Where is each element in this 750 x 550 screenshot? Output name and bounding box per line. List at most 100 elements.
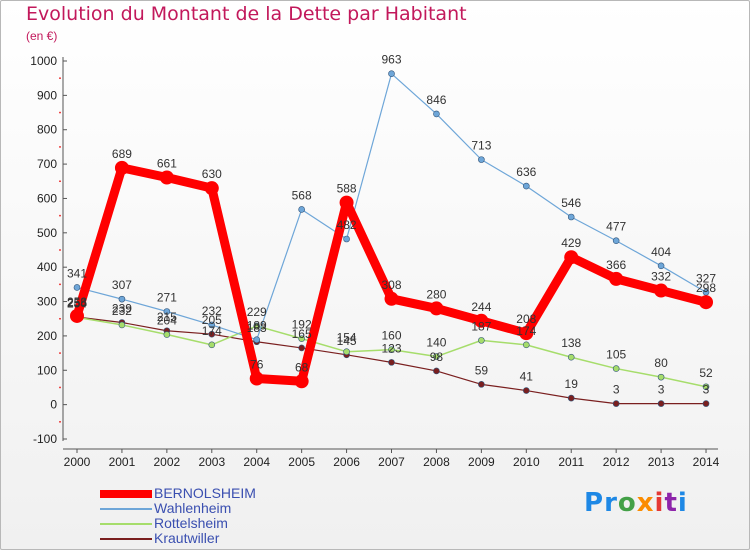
data-point xyxy=(433,367,440,375)
data-point xyxy=(699,295,714,310)
y-tick-label: 1000 xyxy=(30,54,57,68)
data-label: 192 xyxy=(292,318,312,332)
data-point xyxy=(253,322,261,330)
brand-letter: i xyxy=(654,488,665,518)
legend-swatch xyxy=(100,523,152,525)
brand-letter: P xyxy=(584,488,605,518)
brand-logo: Proxiti xyxy=(584,488,688,518)
data-point xyxy=(208,321,216,329)
data-point xyxy=(208,341,216,349)
x-tick-label: 2008 xyxy=(423,455,450,469)
data-label: 271 xyxy=(157,291,177,305)
chart-unit: (en €) xyxy=(26,29,58,43)
data-label: 154 xyxy=(337,331,357,345)
y-tick-label: 900 xyxy=(37,88,57,102)
data-point xyxy=(433,353,440,360)
data-point xyxy=(657,400,665,407)
data-point xyxy=(118,321,126,329)
x-tick-label: 2009 xyxy=(468,455,495,469)
data-label: 3 xyxy=(658,383,665,397)
data-point xyxy=(388,70,395,78)
data-label: 68 xyxy=(295,360,309,374)
y-tick-label: 500 xyxy=(37,226,57,240)
data-point xyxy=(478,337,485,344)
data-point xyxy=(343,348,350,356)
data-point xyxy=(702,400,710,407)
data-point xyxy=(118,295,126,303)
data-point xyxy=(384,291,399,306)
data-label: 366 xyxy=(606,258,626,272)
data-point xyxy=(478,156,485,163)
data-point xyxy=(612,400,620,407)
data-label: 298 xyxy=(696,281,716,295)
data-point xyxy=(70,308,84,323)
data-label: 636 xyxy=(516,165,536,179)
data-point xyxy=(343,235,350,243)
data-label: 76 xyxy=(250,358,264,372)
data-label: 482 xyxy=(337,218,357,232)
x-tick-label: 2011 xyxy=(558,455,584,469)
data-label: 215 xyxy=(157,310,177,324)
data-point xyxy=(298,206,305,213)
x-tick-label: 2004 xyxy=(243,455,270,469)
brand-letter: o xyxy=(617,488,637,518)
legend-label: Rottelsheim xyxy=(154,515,228,531)
data-label: 41 xyxy=(520,370,534,384)
y-tick-label: 600 xyxy=(37,191,57,205)
data-point xyxy=(388,346,395,353)
data-point xyxy=(612,365,620,372)
data-point xyxy=(159,170,174,185)
data-label: 189 xyxy=(247,319,267,333)
data-point xyxy=(657,262,665,270)
data-label: 244 xyxy=(471,300,491,314)
data-label: 204 xyxy=(157,314,177,328)
y-tick-label: 700 xyxy=(37,157,57,171)
x-tick-label: 2002 xyxy=(154,455,181,469)
data-label: 145 xyxy=(337,334,357,348)
brand-letter: r xyxy=(604,488,618,518)
data-label: 59 xyxy=(475,363,489,377)
data-label: 174 xyxy=(202,324,222,338)
data-point xyxy=(567,353,575,361)
data-point xyxy=(564,250,579,265)
data-point xyxy=(339,195,354,210)
data-point xyxy=(522,387,530,394)
data-point xyxy=(657,373,665,381)
data-label: 140 xyxy=(426,336,446,350)
data-label: 183 xyxy=(247,321,267,335)
data-label: 477 xyxy=(606,220,626,234)
y-tick-label: 300 xyxy=(37,295,57,309)
data-point xyxy=(433,110,440,118)
data-label: 205 xyxy=(202,313,222,327)
legend-label: Wahlenheim xyxy=(154,500,232,516)
y-tick-label: 200 xyxy=(37,329,57,343)
x-tick-label: 2012 xyxy=(603,455,630,469)
data-label: 846 xyxy=(426,93,446,107)
legend-swatch xyxy=(100,538,152,540)
data-point xyxy=(388,359,395,366)
data-point xyxy=(654,283,669,298)
data-label: 105 xyxy=(606,348,626,362)
data-point xyxy=(474,313,489,328)
data-point xyxy=(204,181,219,196)
data-label: 232 xyxy=(202,304,222,318)
x-tick-label: 2006 xyxy=(333,455,360,469)
data-label: 174 xyxy=(516,324,536,338)
line-chart: -100 0 100 200 300 400 500 600 700 800 900 1000 2000… xyxy=(30,53,719,469)
brand-letter: i xyxy=(677,488,688,518)
y-tick-label: 100 xyxy=(37,363,57,377)
y-tick-label: -100 xyxy=(33,432,57,446)
data-point xyxy=(522,182,530,190)
data-label: 332 xyxy=(651,270,671,284)
data-label: 963 xyxy=(381,53,401,67)
data-label: 229 xyxy=(247,305,267,319)
data-label: 429 xyxy=(561,236,581,250)
data-label: 255 xyxy=(67,296,87,310)
data-label: 404 xyxy=(651,245,671,259)
y-tick-label: 800 xyxy=(37,123,57,137)
data-label: 341 xyxy=(67,266,87,280)
data-label: 568 xyxy=(292,188,312,202)
data-label: 3 xyxy=(703,383,710,397)
data-label: 546 xyxy=(561,196,581,210)
data-label: 80 xyxy=(654,356,668,370)
